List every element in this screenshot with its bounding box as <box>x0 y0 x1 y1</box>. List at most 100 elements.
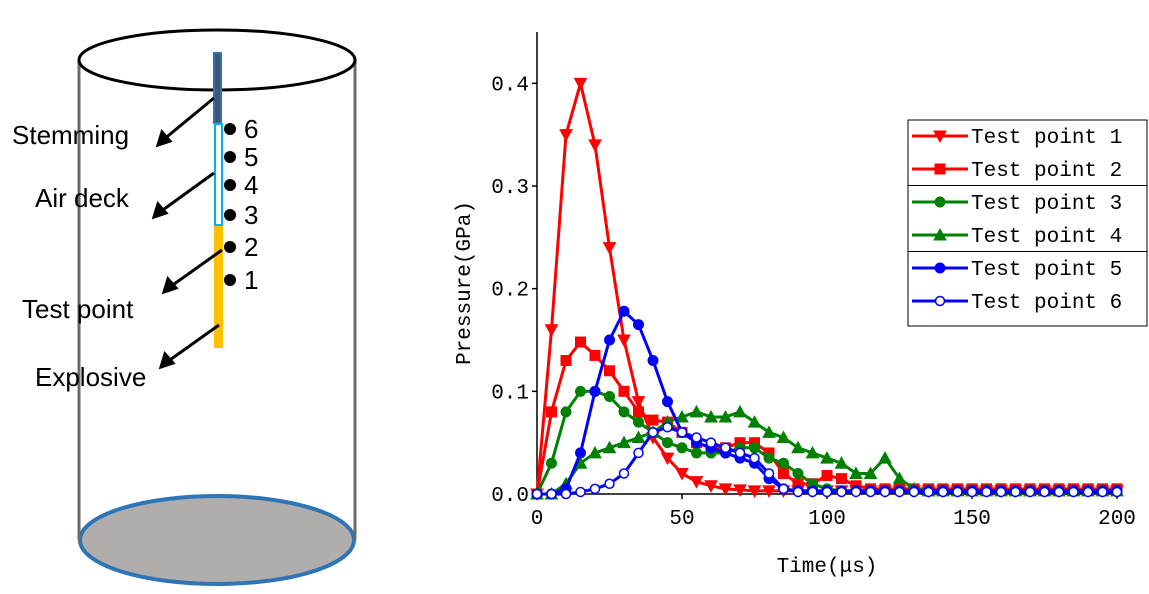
marker <box>747 485 762 498</box>
marker <box>733 404 747 418</box>
test-point-number: 3 <box>244 200 258 230</box>
marker <box>575 385 586 397</box>
legend-label: Test point 1 <box>971 127 1122 150</box>
marker <box>1068 486 1079 498</box>
marker <box>834 456 849 469</box>
marker <box>589 385 601 397</box>
marker <box>934 262 946 274</box>
arrow-head <box>151 201 169 220</box>
test-point-number: 4 <box>244 170 258 200</box>
marker <box>1024 486 1036 498</box>
marker <box>762 485 776 498</box>
diagram-label: Test point <box>22 294 134 324</box>
marker <box>778 467 789 479</box>
arrow <box>159 171 215 214</box>
marker <box>1111 486 1123 498</box>
marker <box>776 430 791 444</box>
marker <box>995 486 1007 498</box>
test-point-number: 6 <box>244 114 258 144</box>
marker <box>892 471 907 485</box>
marker <box>647 414 659 426</box>
arrow <box>169 248 223 289</box>
y-tick-label: 0.0 <box>491 485 529 508</box>
marker <box>791 440 805 454</box>
marker <box>1097 486 1108 498</box>
marker <box>850 486 862 498</box>
marker <box>792 486 804 498</box>
marker <box>836 486 847 498</box>
marker <box>820 451 834 464</box>
marker <box>933 130 947 144</box>
marker <box>604 478 615 489</box>
marker <box>617 435 631 449</box>
test-point-dot <box>224 241 236 253</box>
cylinder-bottom <box>78 494 356 586</box>
marker <box>778 457 789 469</box>
x-tick-label: 200 <box>1098 508 1136 531</box>
marker <box>720 442 731 454</box>
marker <box>588 139 602 152</box>
marker <box>647 427 659 438</box>
marker <box>747 415 762 428</box>
marker <box>908 486 920 498</box>
marker <box>633 319 644 331</box>
marker <box>631 396 646 409</box>
x-axis-label: Time(μs) <box>777 556 878 579</box>
arrow <box>166 323 220 364</box>
diagram-label: Stemming <box>12 120 129 150</box>
marker <box>1010 486 1021 498</box>
marker <box>749 452 760 464</box>
arrow <box>162 96 215 142</box>
marker <box>879 486 891 498</box>
marker <box>575 486 586 498</box>
marker <box>933 227 947 241</box>
series <box>531 422 1123 500</box>
marker <box>689 476 704 489</box>
marker <box>575 336 586 348</box>
marker <box>589 483 601 495</box>
test-point-dot <box>224 209 236 221</box>
test-point-dot <box>224 151 236 163</box>
y-tick-label: 0.3 <box>491 177 529 200</box>
marker <box>865 486 876 498</box>
test-point-number: 5 <box>244 142 258 172</box>
marker <box>662 396 673 408</box>
marker <box>894 486 905 498</box>
marker <box>807 486 818 498</box>
marker <box>778 483 789 495</box>
marker <box>560 355 572 367</box>
marker <box>691 432 702 443</box>
marker <box>762 425 776 438</box>
marker <box>1082 486 1094 498</box>
x-tick-label: 50 <box>669 508 694 531</box>
marker <box>618 385 630 397</box>
marker <box>836 473 847 485</box>
marker <box>604 334 615 346</box>
marker <box>733 484 747 497</box>
marker <box>675 409 689 423</box>
arrows <box>151 96 223 370</box>
diagram-label: Air deck <box>35 183 130 213</box>
marker <box>647 355 659 367</box>
legend-label: Test point 5 <box>971 259 1122 282</box>
test-point-number: 2 <box>244 232 258 262</box>
legend: Test point 1 Test point 2 Test point 3 Test… <box>907 119 1148 327</box>
y-axis-label: Pressure(GPa) <box>454 201 477 365</box>
y-tick-label: 0.4 <box>491 74 529 97</box>
marker <box>575 447 586 459</box>
marker <box>734 447 746 459</box>
test-point-number: 1 <box>244 265 258 295</box>
marker <box>559 129 573 142</box>
y-tick-label: 0.1 <box>491 382 529 405</box>
marker <box>631 430 646 444</box>
legend-label: Test point 4 <box>971 226 1122 249</box>
marker <box>849 466 863 479</box>
marker <box>934 196 946 208</box>
marker <box>952 486 963 498</box>
marker <box>617 334 631 348</box>
marker <box>604 390 615 402</box>
marker <box>675 467 689 481</box>
x-tick-label: 100 <box>808 508 846 531</box>
